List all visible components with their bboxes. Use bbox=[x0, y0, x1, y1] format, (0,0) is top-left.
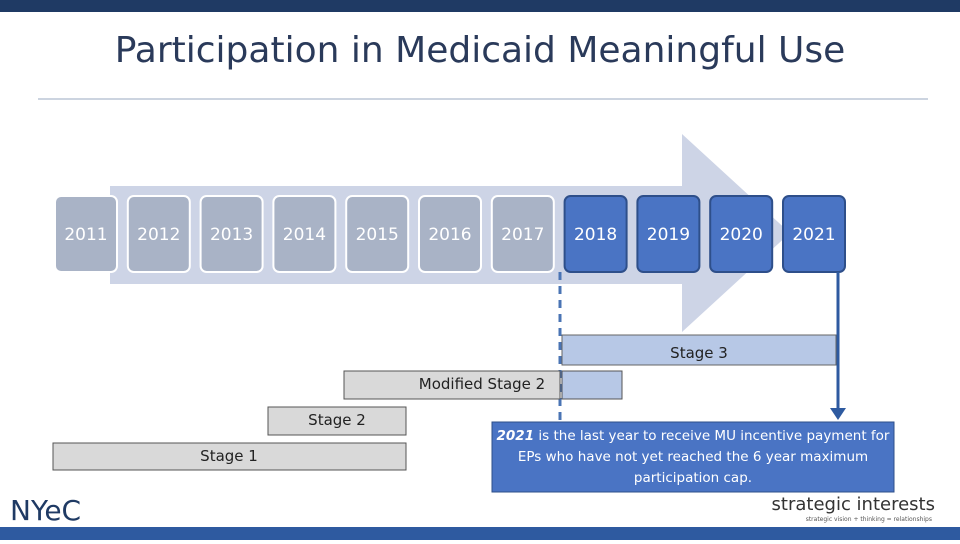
arrow-head bbox=[830, 408, 846, 420]
year-label: 2015 bbox=[356, 225, 399, 245]
stage2-bar bbox=[267, 406, 407, 436]
year-label: 2020 bbox=[720, 225, 763, 245]
year-box bbox=[636, 195, 701, 273]
logo-left: NYeC bbox=[10, 494, 81, 527]
stage-label: Modified Stage 2 bbox=[419, 375, 545, 393]
year-label: 2012 bbox=[137, 225, 180, 245]
stage1-bar bbox=[52, 442, 407, 471]
stage-label: Stage 2 bbox=[308, 411, 366, 429]
callout-emphasis: 2021 bbox=[496, 428, 535, 444]
year-label: 2018 bbox=[574, 225, 617, 245]
callout-text: is the last year to receive MU incentive… bbox=[517, 428, 890, 486]
year-box bbox=[490, 195, 555, 273]
stage-label: Stage 3 bbox=[670, 344, 728, 362]
year-label: 2019 bbox=[647, 225, 690, 245]
modified-stage2-bar bbox=[343, 370, 561, 400]
year-label: 2021 bbox=[792, 225, 835, 245]
year-label: 2013 bbox=[210, 225, 253, 245]
logo-tagline: strategic vision + thinking = relationsh… bbox=[806, 516, 932, 523]
top-band bbox=[0, 0, 960, 12]
year-label: 2017 bbox=[501, 225, 544, 245]
year-box bbox=[272, 195, 337, 273]
year-box bbox=[345, 195, 410, 273]
year-box bbox=[199, 195, 264, 273]
year-label: 2014 bbox=[283, 225, 326, 245]
title: Participation in Medicaid Meaningful Use bbox=[115, 30, 846, 71]
year-box bbox=[709, 195, 774, 273]
year-box bbox=[782, 195, 846, 273]
callout: 2021 is the last year to receive MU ince… bbox=[496, 428, 890, 486]
logo-right: strategic interests bbox=[772, 494, 935, 515]
stage-label: Stage 1 bbox=[200, 447, 258, 465]
year-box bbox=[54, 195, 118, 273]
year-label: 2011 bbox=[64, 225, 107, 245]
year-box bbox=[418, 195, 482, 273]
year-box bbox=[126, 195, 191, 273]
callout-box bbox=[491, 421, 895, 493]
modified-stage2-bar bbox=[561, 370, 623, 400]
year-box bbox=[563, 195, 628, 273]
stage3-bar bbox=[561, 334, 837, 366]
bottom-band bbox=[0, 527, 960, 540]
year-label: 2016 bbox=[428, 225, 471, 245]
